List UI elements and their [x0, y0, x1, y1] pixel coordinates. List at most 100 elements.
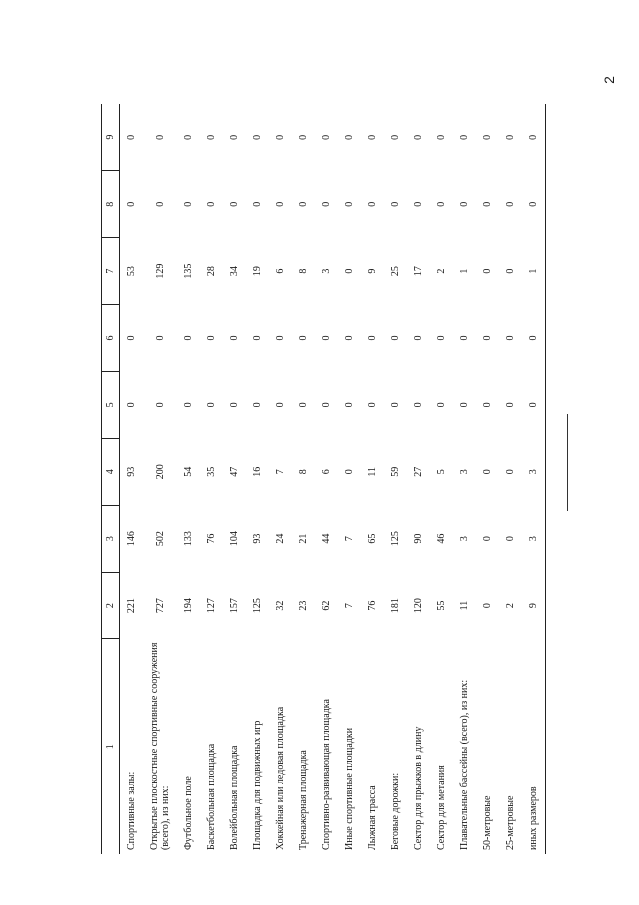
cell-value: 0 [275, 335, 286, 341]
cell-value: 3 [321, 268, 332, 274]
cell-value: 0 [321, 134, 332, 140]
cell-value: 6 [275, 268, 286, 274]
table-row: Хоккейная или ледовая площадка 32 24 7 0 0 6 0 0 [269, 104, 292, 854]
cell-value: 3 [459, 469, 470, 475]
column-header-4: 4 [101, 438, 120, 506]
cell-value: 0 [482, 536, 493, 542]
cell-value: 19 [252, 266, 263, 277]
cell-value: 0 [505, 134, 516, 140]
cell-value: 23 [298, 600, 309, 611]
row-label: Беговые дорожки: [390, 772, 401, 850]
row-label: иных размеров [522, 639, 546, 854]
cell-value: 0 [275, 402, 286, 408]
column-header-9: 9 [101, 103, 120, 171]
cell-value: 11 [367, 466, 378, 477]
cell-value: 2 [505, 603, 516, 609]
row-label: Хоккейная или ледовая площадка [275, 706, 286, 850]
cell-value: 0 [482, 201, 493, 207]
cell-value: 55 [436, 600, 447, 611]
cell-value: 0 [321, 402, 332, 408]
cell-value: 0 [154, 134, 166, 140]
cell-value: 21 [298, 533, 309, 544]
cell-value: 0 [413, 201, 424, 207]
cell-value: 0 [344, 335, 355, 341]
cell-value: 0 [505, 201, 516, 207]
cell-value: 0 [459, 201, 470, 207]
cell-value: 727 [154, 598, 166, 614]
cell-value: 125 [252, 598, 263, 614]
cell-value: 0 [482, 402, 493, 408]
cell-value: 146 [126, 531, 137, 547]
cell-value: 93 [252, 533, 263, 544]
cell-value: 35 [206, 466, 217, 477]
cell-value: 0 [154, 335, 166, 341]
cell-value: 0 [183, 201, 194, 207]
cell-value: 0 [505, 402, 516, 408]
cell-value: 93 [126, 466, 137, 477]
cell-value: 0 [229, 201, 240, 207]
cell-value: 0 [436, 134, 447, 140]
cell-value: 44 [321, 533, 332, 544]
column-header-5: 5 [101, 371, 120, 439]
cell-value: 76 [206, 533, 217, 544]
cell-value: 9 [522, 572, 546, 639]
cell-value: 104 [229, 531, 240, 547]
cell-value: 0 [321, 201, 332, 207]
cell-value: 0 [459, 335, 470, 341]
cell-value: 0 [367, 134, 378, 140]
table-row: Спортивные залы: 221 146 93 0 0 53 0 0 [120, 104, 144, 854]
cell-value: 181 [390, 598, 401, 614]
cell-value: 34 [229, 266, 240, 277]
cell-value: 90 [413, 533, 424, 544]
cell-value: 1 [459, 268, 470, 274]
row-label: Лыжная трасса [367, 785, 378, 850]
cell-value: 0 [206, 402, 217, 408]
cell-value: 24 [275, 533, 286, 544]
table-row: Сектор для метания 55 46 5 0 0 2 0 0 [430, 104, 453, 854]
cell-value: 54 [183, 466, 194, 477]
row-label: 50-метровые [482, 795, 493, 850]
cell-value: 0 [522, 304, 546, 372]
cell-value: 0 [154, 402, 166, 408]
row-label: Плавательные бассейны (всего), из них: [459, 679, 470, 850]
table-row: иных размеров 9 3 3 0 0 1 0 0 [522, 103, 546, 854]
cell-value: 0 [459, 134, 470, 140]
table-body: Спортивные залы: 221 146 93 0 0 53 0 0 Открытые п… [120, 103, 546, 854]
row-label: Баскетбольная площадка [206, 743, 217, 850]
cell-value: 0 [183, 134, 194, 140]
cell-value: 7 [344, 536, 355, 542]
cell-value: 0 [413, 402, 424, 408]
row-label: Площадка для подвижных игр [252, 720, 263, 850]
row-label: Спортивно-развивающая площадка [321, 699, 332, 850]
cell-value: 125 [390, 531, 401, 547]
cell-value: 62 [321, 600, 332, 611]
table-row: 25-метровые 2 0 0 0 0 0 0 0 [499, 104, 522, 854]
cell-value: 0 [252, 201, 263, 207]
cell-value: 0 [505, 268, 516, 274]
cell-value: 25 [390, 266, 401, 277]
cell-value: 0 [275, 201, 286, 207]
table-row: Баскетбольная площадка 127 76 35 0 0 28 0 0 [200, 104, 223, 854]
cell-value: 0 [229, 335, 240, 341]
cell-value: 0 [298, 335, 309, 341]
cell-value: 0 [482, 268, 493, 274]
cell-value: 0 [436, 402, 447, 408]
cell-value: 16 [252, 466, 263, 477]
cell-value: 0 [482, 335, 493, 341]
cell-value: 65 [367, 533, 378, 544]
row-label: Тренажерная площадка [298, 750, 309, 850]
cell-value: 120 [413, 598, 424, 614]
table-row: Беговые дорожки: 181 125 59 0 0 25 0 0 [384, 104, 407, 854]
cell-value: 0 [390, 134, 401, 140]
cell-value: 59 [390, 466, 401, 477]
cell-value: 502 [154, 531, 166, 547]
cell-value: 0 [505, 536, 516, 542]
row-label: Сектор для прыжков в длину [413, 726, 424, 850]
row-label: Сектор для метания [436, 765, 447, 850]
cell-value: 0 [206, 134, 217, 140]
cell-value: 6 [321, 469, 332, 475]
cell-value: 3 [459, 536, 470, 542]
cell-value: 0 [183, 335, 194, 341]
